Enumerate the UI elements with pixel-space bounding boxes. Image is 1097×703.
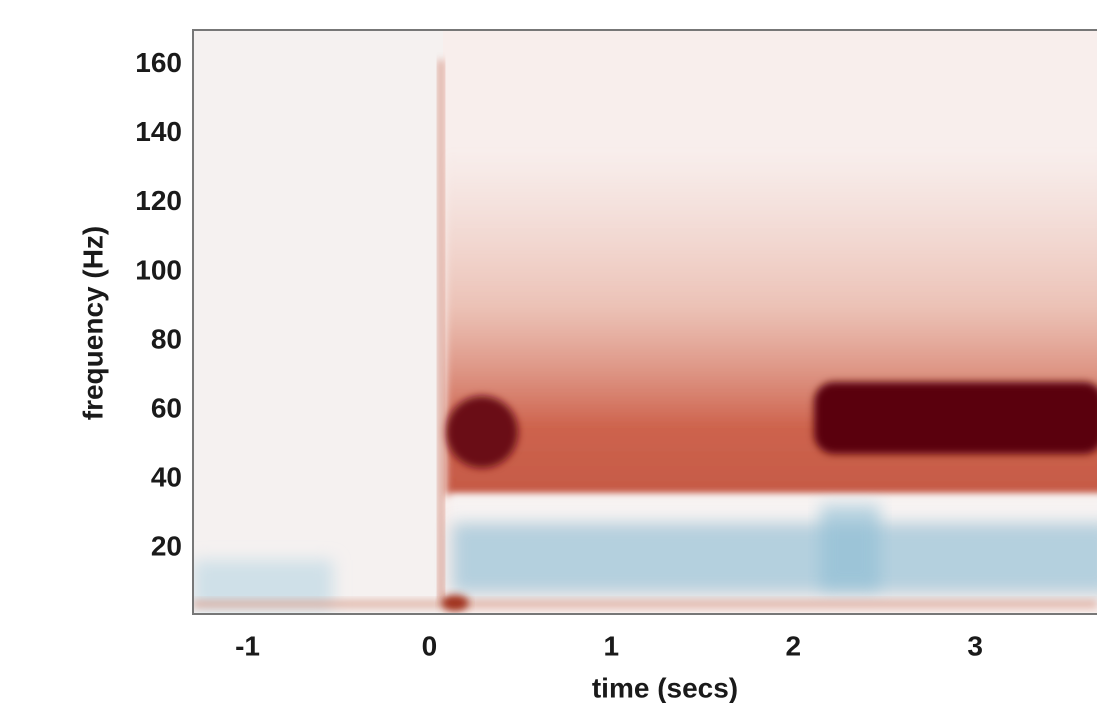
y-tick-label: 40	[151, 462, 182, 493]
y-tick-label: 140	[135, 116, 182, 147]
x-tick-label: 1	[604, 630, 620, 661]
y-tick-label: 60	[151, 393, 182, 424]
y-tick-label: 160	[135, 47, 182, 78]
spectrogram	[193, 30, 1097, 614]
y-axis-label: frequency (Hz)	[77, 226, 108, 420]
x-tick-label: 2	[785, 630, 801, 661]
y-tick-label: 100	[135, 254, 182, 285]
plot-frame	[192, 29, 1097, 615]
x-axis-label: time (secs)	[592, 672, 738, 703]
y-tick-label: 120	[135, 185, 182, 216]
x-tick-label: 3	[967, 630, 983, 661]
x-tick-label: -1	[235, 630, 260, 661]
x-tick-label: 0	[422, 630, 438, 661]
y-tick-label: 80	[151, 323, 182, 354]
y-tick-label: 20	[151, 531, 182, 562]
